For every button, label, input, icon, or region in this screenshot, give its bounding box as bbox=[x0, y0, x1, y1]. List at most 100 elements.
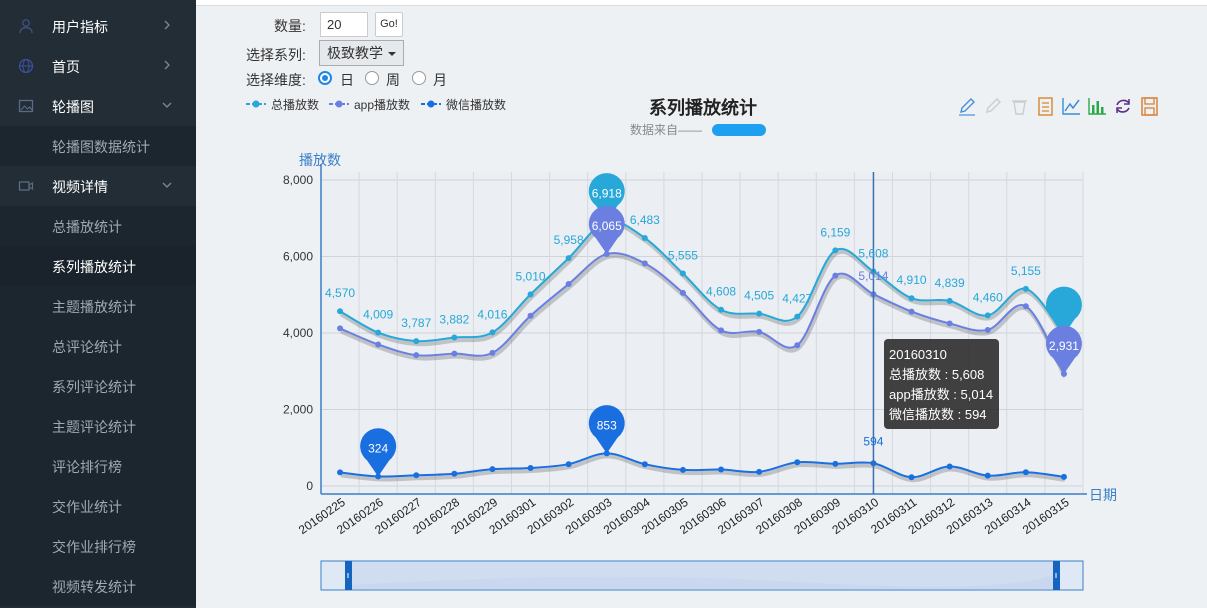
bar-chart-icon[interactable] bbox=[1088, 98, 1106, 115]
data-point[interactable] bbox=[451, 470, 458, 477]
data-point[interactable] bbox=[908, 295, 915, 302]
data-point[interactable] bbox=[984, 326, 991, 333]
data-point[interactable] bbox=[413, 472, 420, 479]
data-label: 5,155 bbox=[1011, 264, 1041, 278]
data-point[interactable] bbox=[337, 469, 344, 476]
data-point[interactable] bbox=[1022, 303, 1029, 310]
data-point[interactable] bbox=[984, 312, 991, 319]
data-point[interactable] bbox=[832, 272, 839, 279]
sidebar-item-4[interactable]: 视频详情 bbox=[0, 166, 196, 206]
data-point[interactable] bbox=[794, 342, 801, 349]
data-point[interactable] bbox=[946, 320, 953, 327]
legend-label: 微信播放数 bbox=[446, 97, 506, 112]
data-point[interactable] bbox=[794, 313, 801, 320]
data-point[interactable] bbox=[1060, 473, 1067, 480]
data-point[interactable] bbox=[489, 466, 496, 473]
data-point[interactable] bbox=[679, 466, 686, 473]
series-line-2[interactable] bbox=[339, 452, 1065, 479]
sidebar-item-3[interactable]: 轮播图数据统计 bbox=[0, 126, 196, 166]
data-label: 4,839 bbox=[935, 276, 965, 290]
data-point[interactable] bbox=[337, 308, 344, 315]
pin-marker[interactable]: 324 bbox=[360, 428, 397, 477]
sidebar-item-9[interactable]: 系列评论统计 bbox=[0, 366, 196, 406]
data-point[interactable] bbox=[489, 329, 496, 336]
refresh-icon[interactable] bbox=[1116, 99, 1130, 113]
data-point[interactable] bbox=[679, 289, 686, 296]
data-point[interactable] bbox=[908, 474, 915, 481]
dimension-label: 选择维度: bbox=[246, 72, 306, 88]
data-point[interactable] bbox=[641, 461, 648, 468]
sidebar-item-0[interactable]: 用户指标 bbox=[0, 6, 196, 46]
data-point[interactable] bbox=[832, 247, 839, 254]
data-point[interactable] bbox=[527, 312, 534, 319]
data-point[interactable] bbox=[794, 459, 801, 466]
data-point[interactable] bbox=[908, 308, 915, 315]
data-label: 4,460 bbox=[973, 290, 1003, 304]
pin-marker[interactable]: 853 bbox=[588, 405, 625, 454]
sidebar-item-2[interactable]: 轮播图 bbox=[0, 86, 196, 126]
data-point[interactable] bbox=[413, 352, 420, 359]
go-button[interactable]: Go! bbox=[375, 12, 403, 37]
data-point[interactable] bbox=[984, 472, 991, 479]
data-point[interactable] bbox=[756, 468, 763, 475]
sidebar-item-11[interactable]: 评论排行榜 bbox=[0, 446, 196, 486]
data-point[interactable] bbox=[832, 460, 839, 467]
data-point[interactable] bbox=[756, 328, 763, 335]
pin-marker[interactable]: 2,931 bbox=[1045, 325, 1082, 374]
data-point[interactable] bbox=[375, 341, 382, 348]
data-point[interactable] bbox=[565, 255, 572, 262]
chevron-right-icon bbox=[160, 18, 174, 32]
pin-marker[interactable]: 6,918 bbox=[588, 173, 625, 222]
trash-icon[interactable] bbox=[1012, 100, 1027, 115]
data-point[interactable] bbox=[565, 461, 572, 468]
sidebar-item-13[interactable]: 交作业排行榜 bbox=[0, 526, 196, 566]
data-point[interactable] bbox=[489, 349, 496, 356]
data-label: 3,787 bbox=[401, 316, 431, 330]
data-point[interactable] bbox=[1022, 285, 1029, 292]
sidebar-item-label: 评论排行榜 bbox=[52, 459, 122, 475]
save-image-icon[interactable] bbox=[1141, 97, 1158, 116]
sidebar-item-1[interactable]: 首页 bbox=[0, 46, 196, 86]
data-point[interactable] bbox=[946, 463, 953, 470]
sidebar-item-7[interactable]: 主题播放统计 bbox=[0, 286, 196, 326]
data-point[interactable] bbox=[946, 297, 953, 304]
erase-pencil-icon[interactable] bbox=[986, 98, 1001, 113]
data-point[interactable] bbox=[718, 306, 725, 313]
sidebar-item-5[interactable]: 总播放统计 bbox=[0, 206, 196, 246]
data-point[interactable] bbox=[527, 465, 534, 472]
data-point[interactable] bbox=[451, 350, 458, 357]
sidebar-item-14[interactable]: 视频转发统计 bbox=[0, 566, 196, 606]
data-point[interactable] bbox=[756, 310, 763, 317]
data-point[interactable] bbox=[641, 260, 648, 267]
sidebar-item-10[interactable]: 主题评论统计 bbox=[0, 406, 196, 446]
series-line-0[interactable] bbox=[339, 219, 1065, 343]
data-label: 4,009 bbox=[363, 308, 393, 322]
data-point[interactable] bbox=[451, 334, 458, 341]
radio-week[interactable] bbox=[365, 71, 379, 85]
data-point[interactable] bbox=[413, 338, 420, 345]
line-chart-icon[interactable] bbox=[1062, 98, 1080, 115]
data-point[interactable] bbox=[641, 235, 648, 242]
data-point[interactable] bbox=[718, 327, 725, 334]
series-select[interactable]: 极致教学 bbox=[319, 40, 404, 66]
data-point[interactable] bbox=[565, 281, 572, 288]
sidebar-item-12[interactable]: 交作业统计 bbox=[0, 486, 196, 526]
pin-marker[interactable]: 6,065 bbox=[588, 205, 625, 255]
y-tick-label: 2,000 bbox=[283, 403, 313, 417]
sidebar-item-6[interactable]: 系列播放统计 bbox=[0, 246, 196, 286]
radio-month[interactable] bbox=[412, 71, 426, 85]
series-shadow bbox=[340, 454, 1066, 483]
radio-day[interactable] bbox=[318, 71, 332, 85]
quantity-input[interactable] bbox=[320, 12, 368, 37]
data-point[interactable] bbox=[1022, 469, 1029, 476]
data-point[interactable] bbox=[337, 325, 344, 332]
data-point[interactable] bbox=[679, 270, 686, 277]
pin-marker[interactable] bbox=[1045, 286, 1082, 335]
data-point[interactable] bbox=[718, 466, 725, 473]
pin-label: 6,065 bbox=[592, 219, 622, 233]
sidebar-item-8[interactable]: 总评论统计 bbox=[0, 326, 196, 366]
edit-pencil-icon[interactable] bbox=[959, 98, 975, 116]
data-view-icon[interactable] bbox=[1038, 97, 1053, 116]
data-point[interactable] bbox=[527, 291, 534, 298]
data-point[interactable] bbox=[375, 329, 382, 336]
